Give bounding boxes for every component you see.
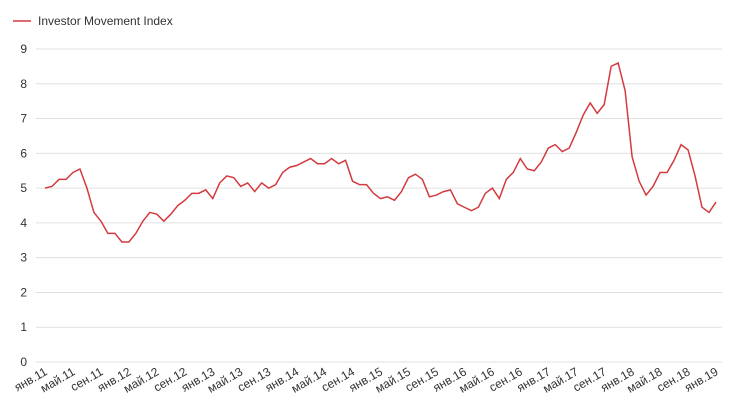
y-tick-label: 3 xyxy=(20,251,27,265)
y-tick-label: 0 xyxy=(20,355,27,369)
line xyxy=(44,61,717,243)
y-tick-label: 4 xyxy=(20,216,27,230)
y-tick-label: 8 xyxy=(20,77,27,91)
legend-label: Investor Movement Index xyxy=(38,14,173,28)
y-tick-label: 6 xyxy=(20,146,27,160)
y-tick-label: 5 xyxy=(20,181,27,195)
y-tick-label: 9 xyxy=(20,42,27,56)
y-tick-label: 7 xyxy=(20,112,27,126)
y-tick-label: 1 xyxy=(20,320,27,334)
y-tick-label: 2 xyxy=(20,285,27,299)
